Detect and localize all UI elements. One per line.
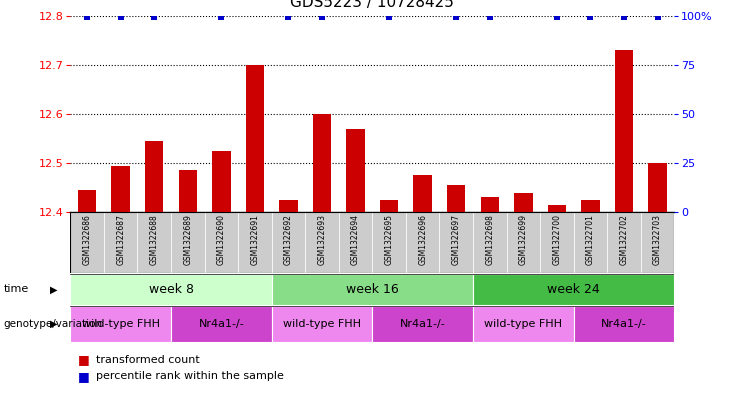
Bar bbox=[171, 306, 272, 342]
Bar bbox=[574, 306, 674, 342]
Bar bbox=[581, 200, 599, 212]
Text: week 24: week 24 bbox=[548, 283, 600, 296]
Bar bbox=[346, 129, 365, 212]
Text: wild-type FHH: wild-type FHH bbox=[82, 319, 160, 329]
Text: genotype/variation: genotype/variation bbox=[4, 319, 103, 329]
Text: percentile rank within the sample: percentile rank within the sample bbox=[96, 371, 285, 382]
Bar bbox=[272, 274, 473, 305]
Text: GSM1322689: GSM1322689 bbox=[183, 214, 193, 265]
Text: GSM1322686: GSM1322686 bbox=[83, 214, 92, 265]
Text: Nr4a1-/-: Nr4a1-/- bbox=[400, 319, 445, 329]
Bar bbox=[574, 212, 607, 273]
Text: GSM1322703: GSM1322703 bbox=[653, 214, 662, 265]
Bar bbox=[138, 212, 171, 273]
Bar bbox=[70, 274, 272, 305]
Bar bbox=[373, 212, 406, 273]
Bar bbox=[238, 212, 272, 273]
Bar bbox=[171, 212, 205, 273]
Text: GSM1322690: GSM1322690 bbox=[217, 214, 226, 265]
Bar bbox=[514, 193, 533, 212]
Text: GSM1322688: GSM1322688 bbox=[150, 214, 159, 265]
Bar bbox=[641, 212, 674, 273]
Bar bbox=[373, 306, 473, 342]
Bar bbox=[473, 274, 674, 305]
Bar bbox=[447, 185, 465, 212]
Text: GSM1322698: GSM1322698 bbox=[485, 214, 494, 265]
Bar bbox=[439, 212, 473, 273]
Bar bbox=[473, 306, 574, 342]
Text: week 16: week 16 bbox=[346, 283, 399, 296]
Bar bbox=[70, 212, 104, 273]
Text: GSM1322694: GSM1322694 bbox=[351, 214, 360, 265]
Text: GSM1322687: GSM1322687 bbox=[116, 214, 125, 265]
Text: wild-type FHH: wild-type FHH bbox=[283, 319, 361, 329]
Text: ▶: ▶ bbox=[50, 285, 58, 294]
Bar bbox=[507, 212, 540, 273]
Text: GSM1322699: GSM1322699 bbox=[519, 214, 528, 265]
Text: transformed count: transformed count bbox=[96, 354, 200, 365]
Bar bbox=[339, 212, 373, 273]
Bar bbox=[481, 198, 499, 212]
Bar bbox=[111, 165, 130, 212]
Text: GSM1322697: GSM1322697 bbox=[452, 214, 461, 265]
Text: GSM1322695: GSM1322695 bbox=[385, 214, 393, 265]
Bar bbox=[548, 205, 566, 212]
Text: GSM1322702: GSM1322702 bbox=[619, 214, 628, 265]
Text: GSM1322691: GSM1322691 bbox=[250, 214, 259, 265]
Text: Nr4a1-/-: Nr4a1-/- bbox=[199, 319, 245, 329]
Bar bbox=[272, 212, 305, 273]
Bar bbox=[272, 306, 373, 342]
Bar bbox=[179, 171, 197, 212]
Text: GSM1322701: GSM1322701 bbox=[586, 214, 595, 265]
Text: GSM1322693: GSM1322693 bbox=[318, 214, 327, 265]
Text: GSM1322692: GSM1322692 bbox=[284, 214, 293, 265]
Bar bbox=[607, 212, 641, 273]
Bar bbox=[406, 212, 439, 273]
Bar bbox=[212, 151, 230, 212]
Bar bbox=[78, 190, 96, 212]
Text: time: time bbox=[4, 285, 29, 294]
Bar bbox=[648, 163, 667, 212]
Bar bbox=[313, 114, 331, 212]
Bar bbox=[104, 212, 138, 273]
Text: wild-type FHH: wild-type FHH bbox=[485, 319, 562, 329]
Title: GDS5223 / 10728425: GDS5223 / 10728425 bbox=[290, 0, 454, 10]
Bar bbox=[205, 212, 238, 273]
Bar bbox=[305, 212, 339, 273]
Bar bbox=[615, 50, 634, 212]
Bar bbox=[473, 212, 507, 273]
Text: ■: ■ bbox=[78, 353, 90, 366]
Text: ▶: ▶ bbox=[50, 319, 58, 329]
Text: week 8: week 8 bbox=[148, 283, 193, 296]
Bar bbox=[413, 175, 432, 212]
Bar bbox=[70, 306, 171, 342]
Bar bbox=[540, 212, 574, 273]
Bar bbox=[279, 200, 298, 212]
Bar bbox=[246, 65, 264, 212]
Text: ■: ■ bbox=[78, 370, 90, 383]
Bar bbox=[145, 141, 164, 212]
Text: GSM1322700: GSM1322700 bbox=[552, 214, 562, 265]
Bar bbox=[380, 200, 399, 212]
Text: Nr4a1-/-: Nr4a1-/- bbox=[601, 319, 647, 329]
Text: GSM1322696: GSM1322696 bbox=[418, 214, 427, 265]
